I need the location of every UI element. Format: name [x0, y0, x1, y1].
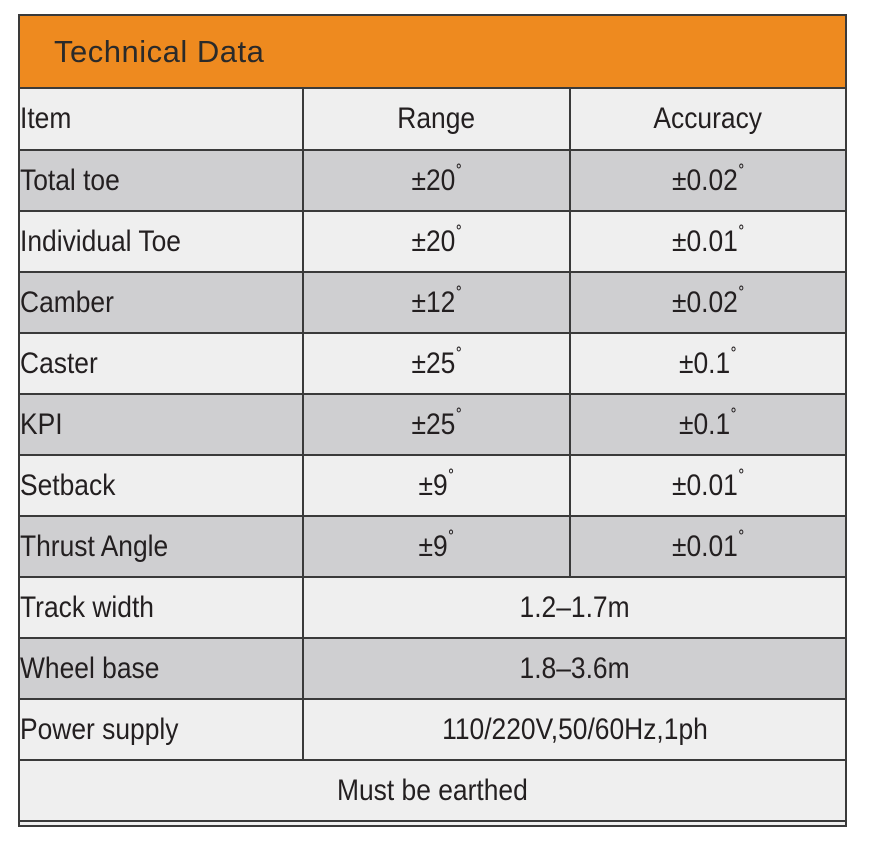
- row-range-value: ±12˚: [302, 271, 571, 334]
- table-row: Setback ±9˚ ±0.01˚: [20, 454, 845, 517]
- row-merged-value: 1.2–1.7m: [302, 576, 845, 639]
- row-item-label: KPI: [20, 393, 304, 456]
- row-range-value: ±25˚: [302, 332, 571, 395]
- degree-symbol: ˚: [738, 528, 745, 551]
- footer-note: Must be earthed: [20, 759, 845, 822]
- degree-symbol: ˚: [455, 162, 462, 185]
- row-accuracy-value: ±0.01˚: [569, 515, 845, 578]
- degree-symbol: ˚: [738, 284, 745, 307]
- row-item-label: Individual Toe: [20, 210, 304, 273]
- row-item-label: Track width: [20, 576, 304, 639]
- technical-data-table: Item Range Accuracy Total toe ±20˚ ±0.02…: [20, 89, 845, 822]
- degree-symbol: ˚: [448, 528, 455, 551]
- table-title: Technical Data: [54, 34, 265, 69]
- row-accuracy-value: ±0.1˚: [569, 332, 845, 395]
- table-row: Caster ±25˚ ±0.1˚: [20, 332, 845, 395]
- row-accuracy-value: ±0.1˚: [569, 393, 845, 456]
- row-accuracy-value: ±0.02˚: [569, 149, 845, 212]
- degree-symbol: ˚: [455, 406, 462, 429]
- row-item-label: Camber: [20, 271, 304, 334]
- header-accuracy: Accuracy: [569, 89, 845, 151]
- merged-row: Power supply 110/220V,50/60Hz,1ph: [20, 698, 845, 761]
- row-range-value: ±25˚: [302, 393, 571, 456]
- row-item-label: Power supply: [20, 698, 304, 761]
- degree-symbol: ˚: [731, 406, 737, 429]
- row-range-value: ±9˚: [302, 454, 571, 517]
- degree-symbol: ˚: [738, 162, 745, 185]
- degree-symbol: ˚: [738, 467, 745, 490]
- table-row: Total toe ±20˚ ±0.02˚: [20, 149, 845, 212]
- merged-row: Wheel base 1.8–3.6m: [20, 637, 845, 700]
- merged-row: Track width 1.2–1.7m: [20, 576, 845, 639]
- row-range-value: ±20˚: [302, 149, 571, 212]
- row-range-value: ±20˚: [302, 210, 571, 273]
- degree-symbol: ˚: [738, 223, 745, 246]
- header-range: Range: [302, 89, 571, 151]
- row-item-label: Wheel base: [20, 637, 304, 700]
- row-item-label: Thrust Angle: [20, 515, 304, 578]
- table-row: Camber ±12˚ ±0.02˚: [20, 271, 845, 334]
- row-accuracy-value: ±0.02˚: [569, 271, 845, 334]
- technical-data-card: Technical Data Item Range Accuracy Total…: [18, 14, 847, 827]
- footer-row: Must be earthed: [20, 759, 845, 822]
- table-row: KPI ±25˚ ±0.1˚: [20, 393, 845, 456]
- degree-symbol: ˚: [455, 345, 462, 368]
- table-row: Thrust Angle ±9˚ ±0.01˚: [20, 515, 845, 578]
- row-merged-value: 110/220V,50/60Hz,1ph: [302, 698, 845, 761]
- degree-symbol: ˚: [731, 345, 737, 368]
- degree-symbol: ˚: [455, 223, 462, 246]
- row-accuracy-value: ±0.01˚: [569, 210, 845, 273]
- degree-symbol: ˚: [448, 467, 455, 490]
- row-item-label: Setback: [20, 454, 304, 517]
- table-row: Individual Toe ±20˚ ±0.01˚: [20, 210, 845, 273]
- header-item: Item: [20, 89, 304, 151]
- row-merged-value: 1.8–3.6m: [302, 637, 845, 700]
- row-item-label: Caster: [20, 332, 304, 395]
- row-item-label: Total toe: [20, 149, 304, 212]
- row-accuracy-value: ±0.01˚: [569, 454, 845, 517]
- header-row: Item Range Accuracy: [20, 89, 845, 151]
- degree-symbol: ˚: [455, 284, 462, 307]
- title-bar: Technical Data: [20, 16, 845, 89]
- row-range-value: ±9˚: [302, 515, 571, 578]
